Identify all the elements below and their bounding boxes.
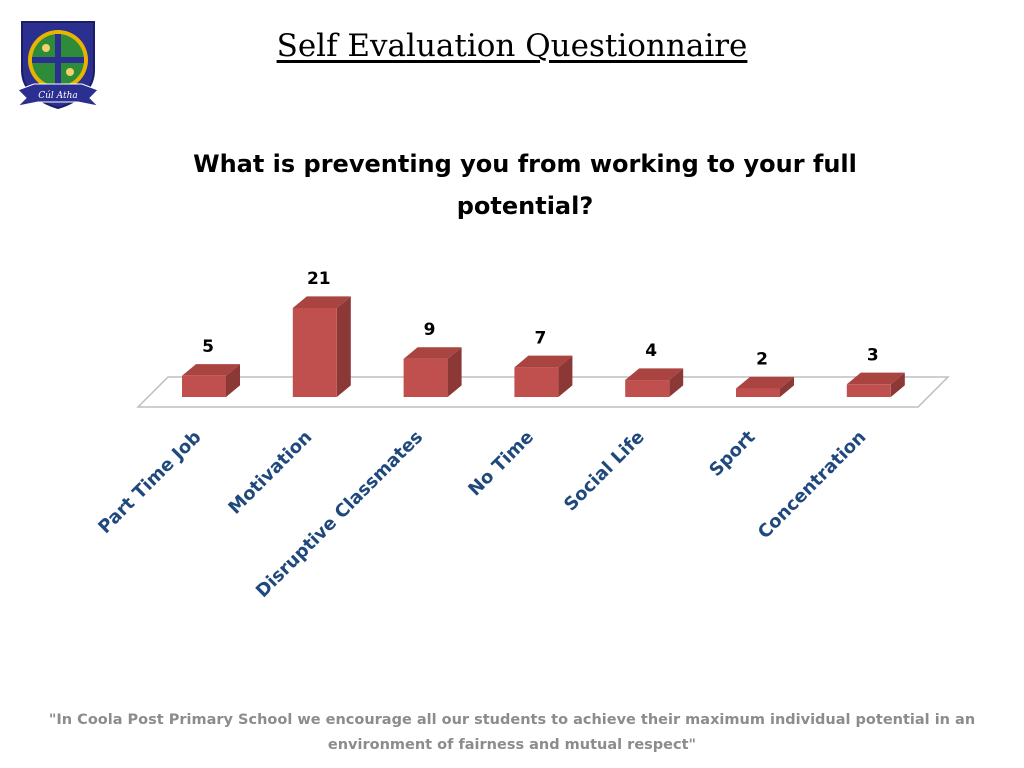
data-label-5: 2 — [756, 350, 768, 370]
x-tick-label-1: Motivation — [224, 427, 316, 519]
data-label-2: 9 — [424, 320, 436, 340]
data-label-0: 5 — [202, 337, 214, 357]
svg-text:Cúl Atha: Cúl Atha — [38, 90, 78, 101]
bar-4 — [625, 368, 684, 397]
x-tick-label-0: Part Time Job — [94, 427, 205, 538]
bar-0 — [182, 364, 240, 397]
bar-5 — [736, 376, 794, 397]
data-label-6: 3 — [867, 345, 879, 365]
x-tick-label-6: Concentration — [754, 427, 870, 543]
data-label-3: 7 — [534, 328, 546, 348]
slide-title: Self Evaluation Questionnaire — [276, 28, 748, 64]
bar-6 — [846, 372, 905, 397]
footer-quote: "In Coola Post Primary School we encoura… — [48, 712, 976, 753]
data-label-4: 4 — [645, 341, 657, 361]
bar-3 — [514, 355, 573, 397]
x-tick-label-3: No Time — [464, 427, 538, 501]
data-label-1: 21 — [307, 269, 331, 289]
bar-2 — [403, 347, 462, 397]
bar-1 — [292, 296, 351, 397]
x-tick-label-5: Sport — [705, 426, 760, 481]
school-crest-logo: Cúl Atha — [16, 21, 100, 110]
x-tick-label-4: Social Life — [560, 427, 649, 516]
chart-floor — [136, 376, 950, 408]
chart-title: What is preventing you from working to y… — [193, 150, 857, 220]
